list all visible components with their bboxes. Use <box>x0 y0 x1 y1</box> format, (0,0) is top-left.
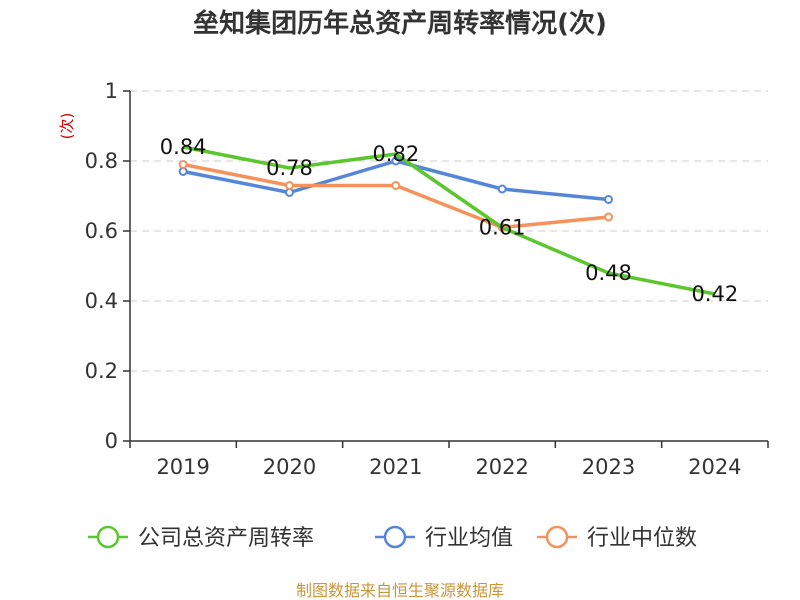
legend: 公司总资产周转率 行业均值 行业中位数 <box>88 525 697 551</box>
data-label: 0.42 <box>691 282 738 306</box>
y-tick-label: 0.4 <box>85 289 118 313</box>
legend-label: 行业均值 <box>425 526 513 551</box>
source-note: 制图数据来自恒生聚源数据库 <box>296 581 504 600</box>
x-tick-label: 2020 <box>263 455 316 479</box>
legend-item-2[interactable]: 行业中位数 <box>537 525 697 551</box>
series-1 <box>178 156 613 204</box>
data-label: 0.82 <box>372 142 419 166</box>
data-labels: 0.84 0.78 0.82 0.61 0.48 0.42 <box>160 135 738 306</box>
data-label: 0.48 <box>585 261 632 285</box>
x-tick-label: 2024 <box>688 455 741 479</box>
x-tick-label: 2021 <box>369 455 422 479</box>
legend-label: 公司总资产周转率 <box>138 526 314 551</box>
y-tick-label: 1 <box>105 79 118 103</box>
y-tick-label: 0.2 <box>85 359 118 383</box>
x-tick-label: 2023 <box>582 455 635 479</box>
x-tick-label: 2022 <box>475 455 528 479</box>
data-point <box>497 184 507 194</box>
legend-marker <box>383 525 407 549</box>
legend-marker <box>96 525 120 549</box>
legend-label: 行业中位数 <box>587 526 697 551</box>
data-label: 0.84 <box>160 135 207 159</box>
legend-marker <box>545 525 569 549</box>
y-tick-label: 0.6 <box>85 219 118 243</box>
y-tick-label: 0.8 <box>85 149 118 173</box>
data-label: 0.61 <box>479 216 526 240</box>
data-point <box>604 195 613 204</box>
legend-item-1[interactable]: 行业均值 <box>375 525 513 551</box>
x-tick-label: 2019 <box>156 455 209 479</box>
data-point <box>604 212 613 222</box>
series-0 <box>182 145 716 296</box>
series-line <box>182 145 716 296</box>
series-2 <box>178 160 613 232</box>
y-axis-unit: (次) <box>58 113 76 140</box>
data-point <box>391 181 401 190</box>
grid-lines <box>130 90 768 372</box>
data-point <box>178 160 188 169</box>
chart-title: 垒知集团历年总资产周转率情况(次) <box>193 8 607 39</box>
axes: 0 0.2 0.4 0.6 0.8 1 2019 2020 2021 2022 2023 2024 <box>85 79 769 479</box>
data-point <box>285 181 294 190</box>
series-line <box>182 162 609 230</box>
data-point <box>285 188 294 197</box>
series-layer <box>178 145 716 296</box>
series-line <box>182 159 609 202</box>
legend-item-0[interactable]: 公司总资产周转率 <box>88 525 314 551</box>
data-point <box>391 156 401 166</box>
data-label: 0.78 <box>266 156 313 180</box>
y-tick-label: 0 <box>105 429 118 453</box>
data-point <box>178 167 188 176</box>
